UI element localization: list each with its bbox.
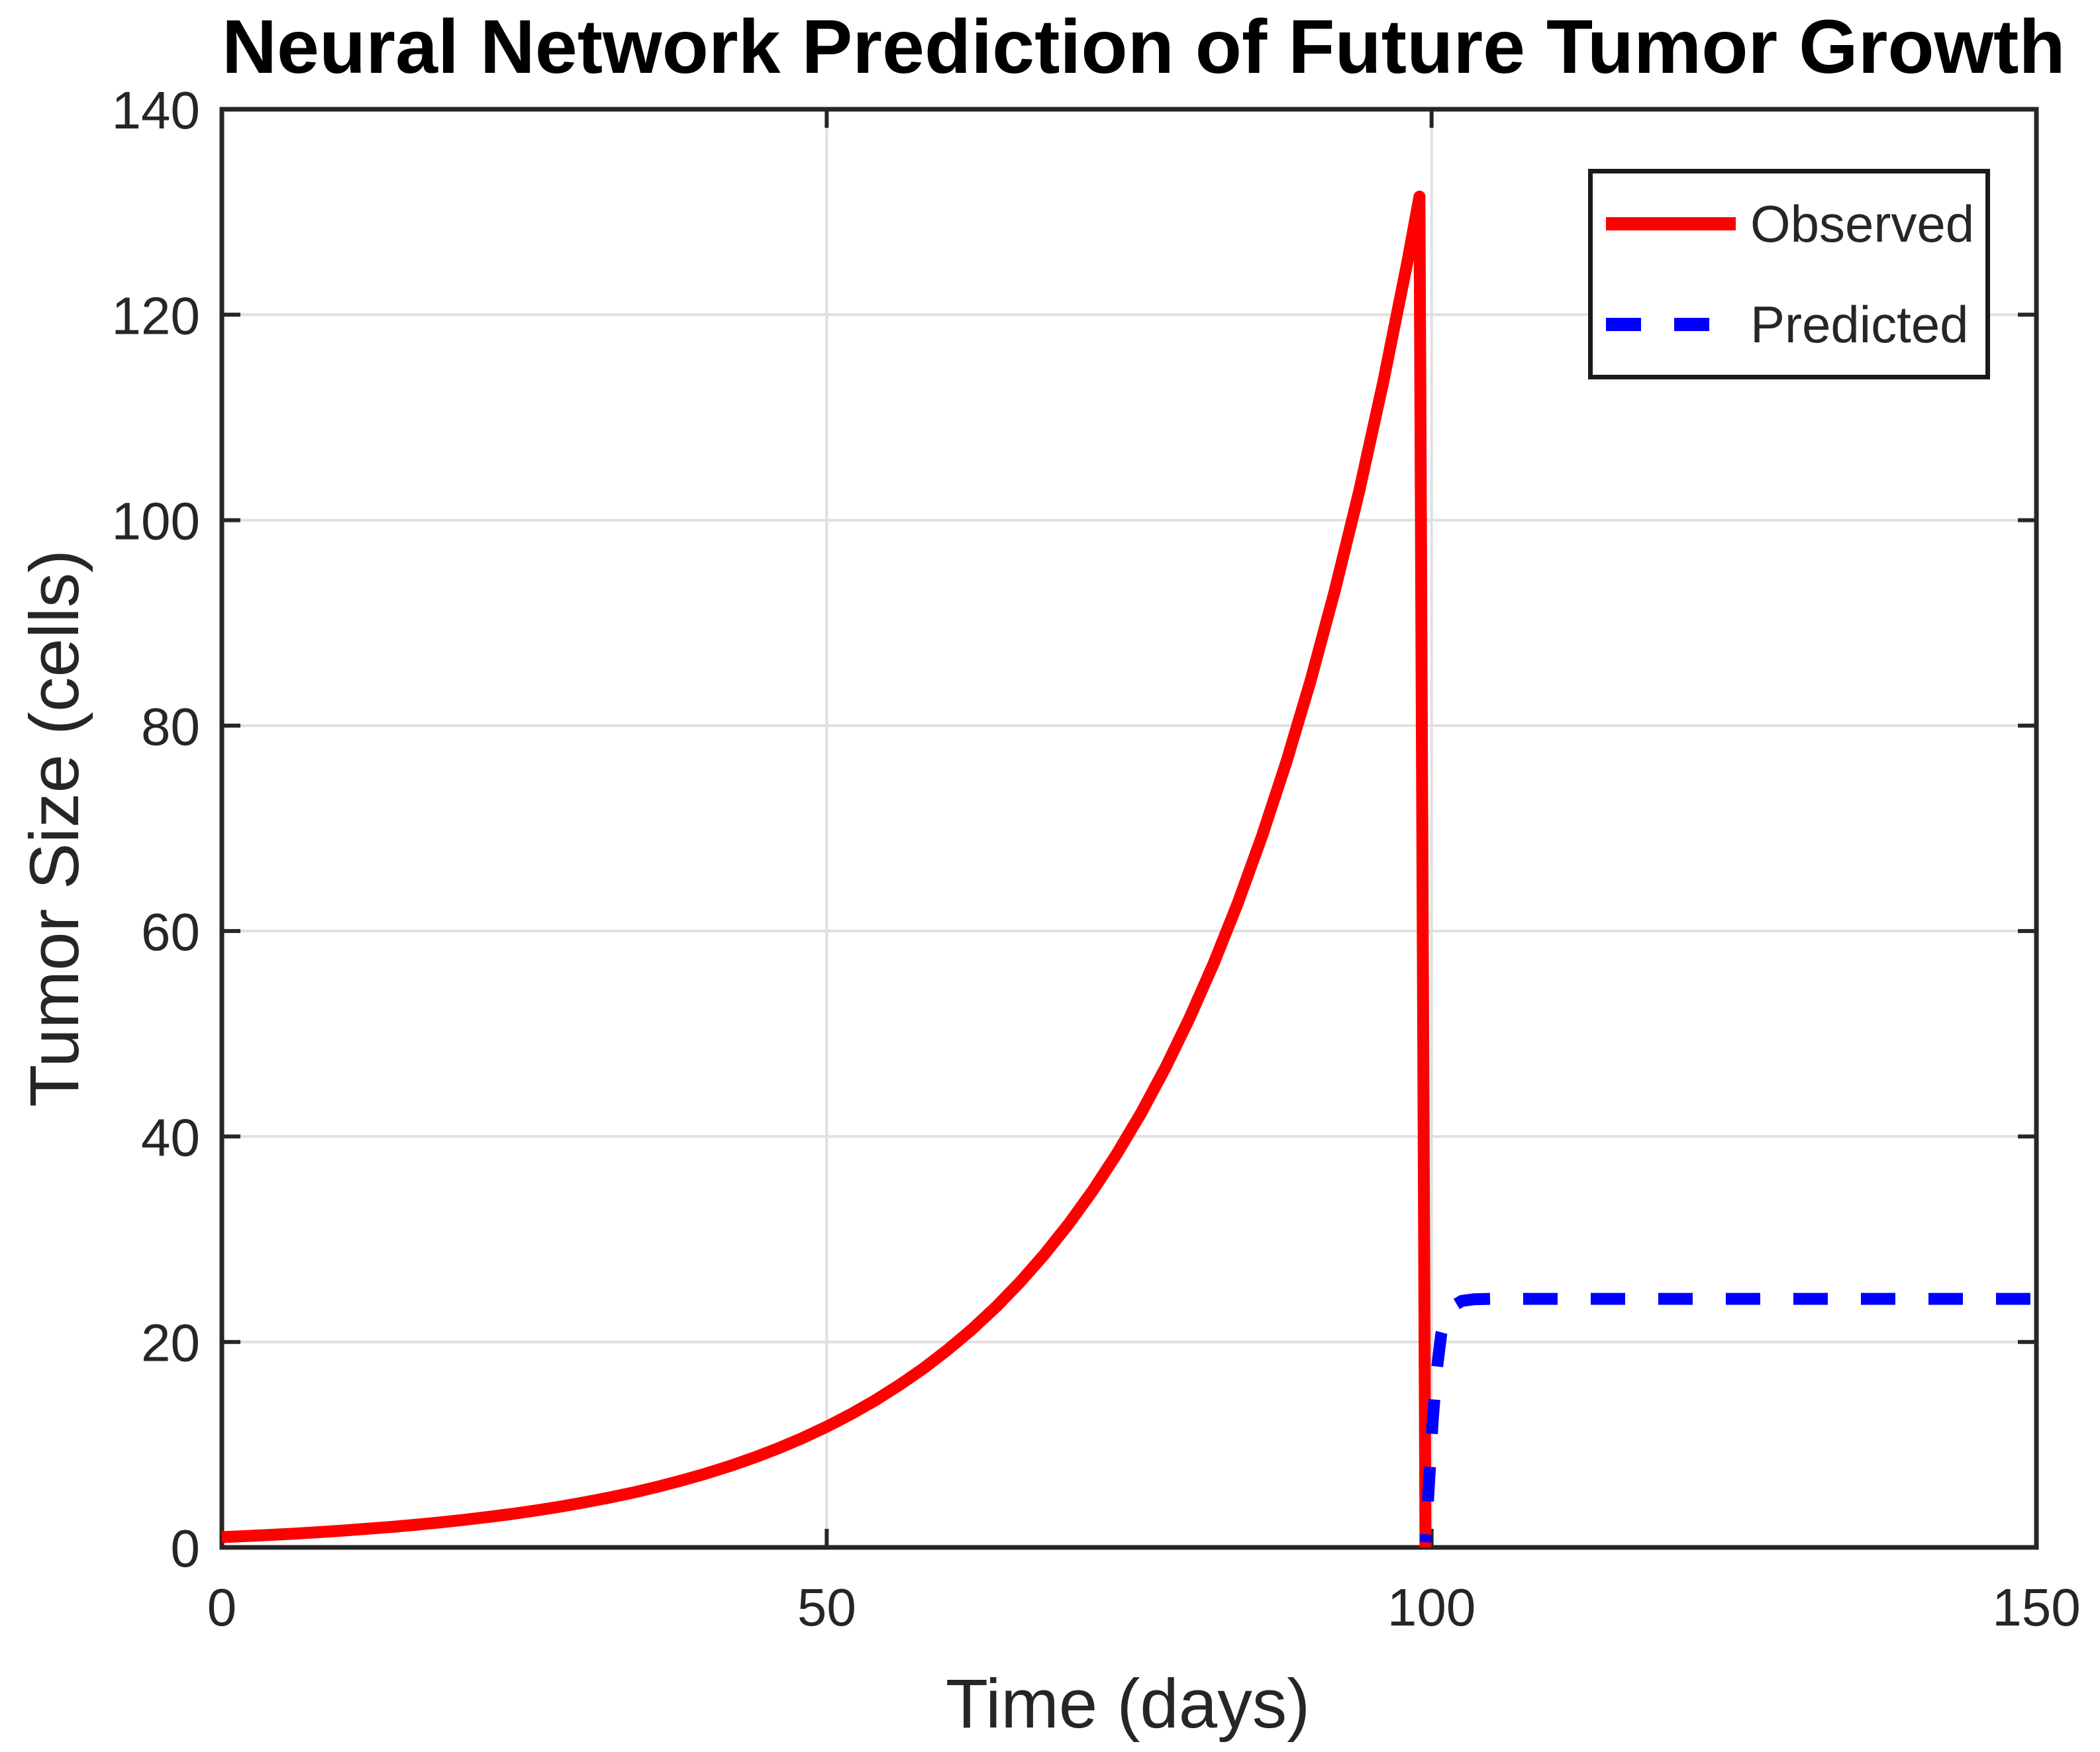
y-tick-label: 100 [112, 492, 200, 551]
observed-line [221, 190, 1432, 1548]
observed-line-sample [1606, 217, 1736, 230]
x-tick-label: 0 [207, 1578, 237, 1637]
y-tick-label: 120 [112, 286, 200, 345]
y-tick-label: 40 [141, 1108, 200, 1167]
legend-label-observed: Observed [1750, 195, 1975, 253]
legend-item-observed: Observed [1606, 198, 1985, 250]
x-axis-label: Time (days) [945, 1665, 1311, 1743]
y-tick-label: 60 [141, 902, 200, 961]
y-tick-label: 80 [141, 697, 200, 756]
plot-frame [219, 107, 2039, 1550]
predicted-line [1419, 1292, 2030, 1543]
y-axis-label: Tumor Size (cells) [16, 549, 93, 1108]
legend-label-predicted: Predicted [1750, 295, 1969, 354]
y-tick-label: 0 [171, 1519, 201, 1578]
chart-title: Neural Network Prediction of Future Tumo… [222, 5, 2066, 89]
y-tick-label: 20 [141, 1314, 200, 1373]
legend: Observed Predicted [1588, 169, 1990, 379]
y-tick-label: 140 [112, 81, 200, 140]
x-tick-label: 50 [797, 1578, 856, 1637]
predicted-line-sample [1606, 318, 1736, 331]
x-tick-label: 100 [1387, 1578, 1475, 1637]
x-tick-label: 150 [1992, 1578, 2080, 1637]
legend-item-predicted: Predicted [1606, 299, 1985, 350]
